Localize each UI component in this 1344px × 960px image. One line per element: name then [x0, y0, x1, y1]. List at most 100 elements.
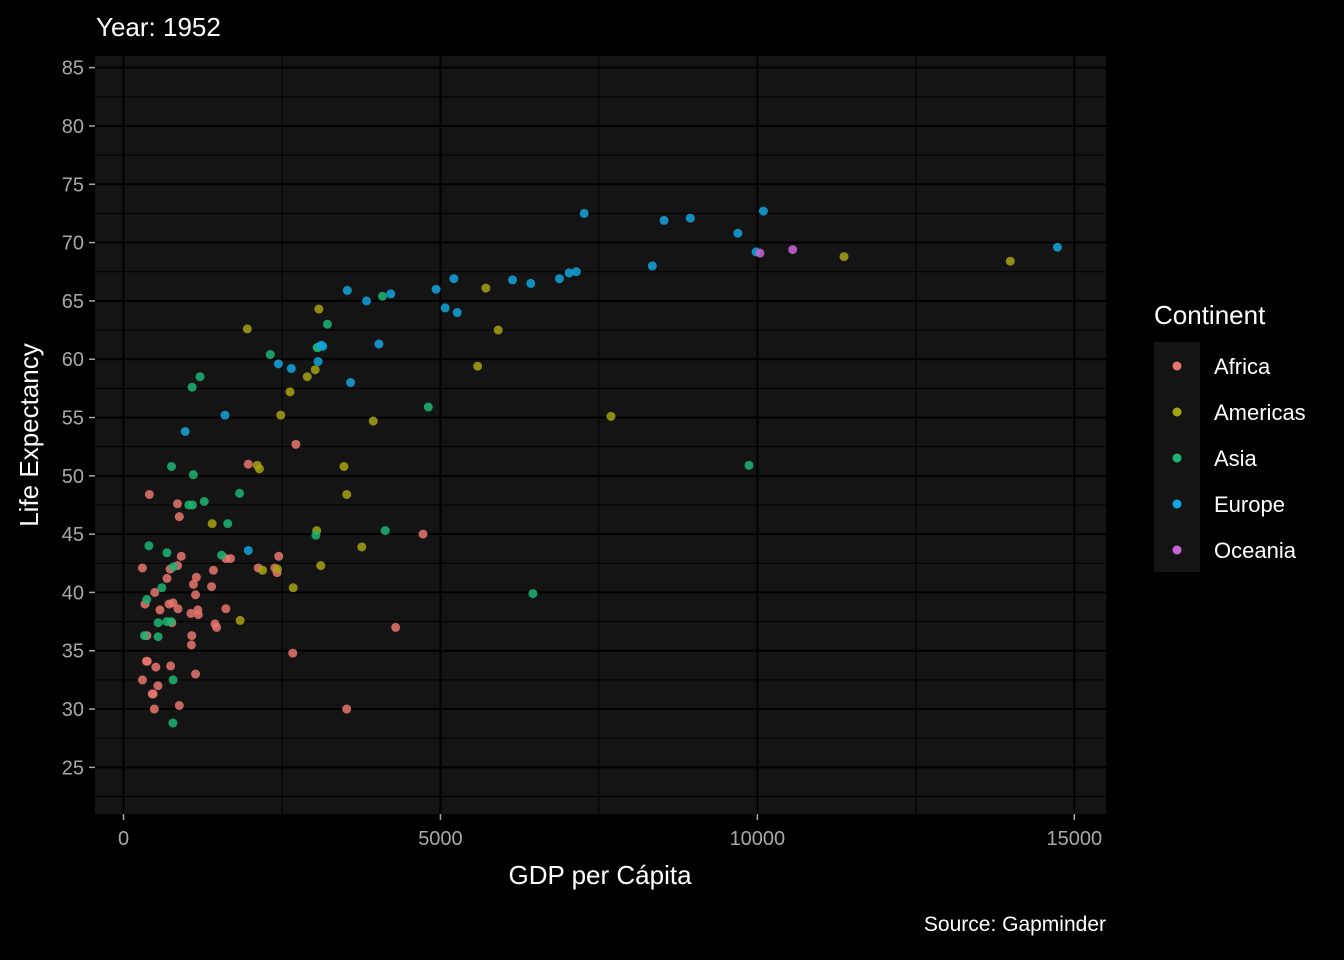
y-tick-label: 65 — [62, 291, 84, 313]
point-europe — [313, 357, 323, 367]
point-europe — [318, 341, 328, 351]
point-africa — [137, 563, 147, 573]
point-africa — [166, 661, 176, 671]
point-europe — [346, 378, 356, 388]
point-asia — [168, 562, 178, 572]
point-americas — [1005, 256, 1015, 266]
point-asia — [380, 526, 390, 536]
point-americas — [258, 565, 268, 575]
y-tick-label: 35 — [62, 641, 84, 663]
x-axis-title: GDP per Cápita — [508, 860, 692, 890]
point-americas — [310, 365, 320, 375]
point-europe — [273, 359, 283, 369]
point-europe — [180, 427, 190, 437]
legend-label-americas: Americas — [1214, 400, 1306, 425]
point-asia — [188, 470, 198, 480]
legend-key-oceania — [1172, 545, 1182, 555]
point-americas — [839, 252, 849, 262]
point-americas — [339, 461, 349, 471]
point-europe — [571, 267, 581, 277]
legend-label-oceania: Oceania — [1214, 538, 1297, 563]
point-africa — [174, 512, 184, 522]
point-americas — [207, 519, 217, 529]
point-oceania — [755, 248, 765, 258]
point-europe — [508, 275, 518, 285]
point-asia — [166, 617, 176, 627]
point-europe — [374, 339, 384, 349]
point-africa — [149, 704, 159, 714]
point-africa — [150, 587, 160, 597]
y-tick-label: 40 — [62, 582, 84, 604]
point-americas — [493, 325, 503, 335]
point-asia — [153, 618, 163, 628]
point-asia — [153, 632, 163, 642]
point-europe — [220, 410, 230, 420]
point-africa — [186, 608, 196, 618]
grid-lines — [95, 56, 1106, 814]
point-americas — [342, 489, 352, 499]
point-americas — [302, 372, 312, 382]
point-africa — [391, 622, 401, 632]
point-africa — [187, 631, 197, 641]
point-europe — [1052, 242, 1062, 252]
point-asia — [162, 548, 172, 558]
point-africa — [164, 599, 174, 609]
y-tick-label: 45 — [62, 524, 84, 546]
point-americas — [254, 464, 264, 474]
y-tick-label: 70 — [62, 233, 84, 255]
point-europe — [554, 274, 564, 284]
point-asia — [167, 461, 177, 471]
y-tick-label: 55 — [62, 408, 84, 430]
point-americas — [276, 410, 286, 420]
point-africa — [208, 565, 218, 575]
point-americas — [606, 411, 616, 421]
point-asia — [322, 319, 332, 329]
legend-key-americas — [1172, 407, 1182, 417]
point-africa — [207, 582, 217, 592]
point-africa — [155, 605, 165, 615]
point-europe — [362, 296, 372, 306]
y-tick-label: 85 — [62, 58, 84, 80]
point-asia — [140, 631, 150, 641]
y-tick-label: 80 — [62, 116, 84, 138]
point-europe — [647, 261, 657, 271]
point-americas — [368, 416, 378, 426]
data-points — [137, 206, 1062, 728]
point-americas — [235, 615, 245, 625]
point-africa — [141, 656, 151, 666]
legend-label-europe: Europe — [1214, 492, 1285, 517]
point-africa — [191, 590, 201, 600]
point-africa — [291, 439, 301, 449]
point-asia — [144, 541, 154, 551]
point-europe — [449, 274, 459, 284]
point-africa — [191, 572, 201, 582]
point-africa — [162, 573, 172, 583]
point-europe — [526, 278, 536, 288]
point-africa — [418, 529, 428, 539]
point-africa — [188, 579, 198, 589]
x-tick-label: 15000 — [1046, 828, 1102, 850]
point-asia — [168, 718, 178, 728]
point-africa — [144, 489, 154, 499]
point-asia — [744, 460, 754, 470]
x-tick-label: 0 — [118, 828, 129, 850]
point-americas — [481, 283, 491, 293]
y-tick-label: 75 — [62, 174, 84, 196]
legend-label-africa: Africa — [1214, 354, 1271, 379]
x-tick-label: 5000 — [418, 828, 463, 850]
point-europe — [685, 213, 695, 223]
point-africa — [191, 669, 201, 679]
point-europe — [564, 268, 574, 278]
point-asia — [528, 589, 538, 599]
point-asia — [142, 594, 152, 604]
point-asia — [199, 496, 209, 506]
point-europe — [286, 364, 296, 374]
point-europe — [243, 545, 253, 555]
chart-title: Year: 1952 — [96, 12, 221, 42]
point-africa — [153, 681, 163, 691]
point-asia — [311, 530, 321, 540]
point-americas — [272, 564, 282, 574]
point-africa — [172, 499, 182, 509]
point-africa — [212, 622, 222, 632]
point-americas — [473, 361, 483, 371]
